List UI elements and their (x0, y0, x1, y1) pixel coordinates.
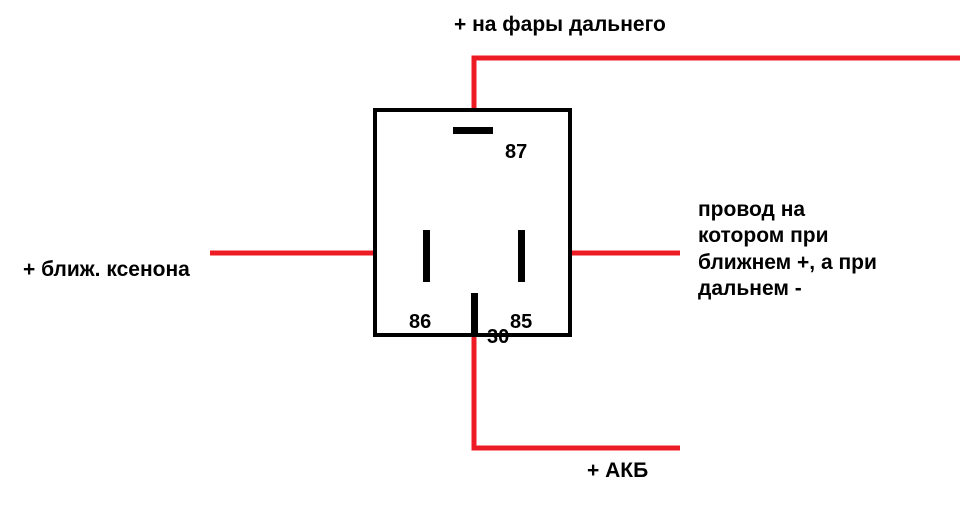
label-high-beam: + на фары дальнего (454, 12, 666, 38)
pin-85 (518, 230, 525, 282)
label-battery: + АКБ (587, 458, 648, 484)
pin-label-87: 87 (505, 140, 527, 165)
label-low-beam-xenon: + ближ. ксенона (23, 257, 190, 283)
wire-30-to-battery (474, 333, 680, 448)
pin-86 (423, 230, 430, 282)
pin-label-86: 86 (409, 310, 431, 335)
pin-30 (471, 293, 478, 333)
label-switch-wire: провод на котором при ближнем +, а при д… (698, 197, 877, 302)
pin-label-30: 30 (487, 325, 509, 350)
pin-label-85: 85 (510, 310, 532, 335)
pin-87 (453, 127, 493, 134)
